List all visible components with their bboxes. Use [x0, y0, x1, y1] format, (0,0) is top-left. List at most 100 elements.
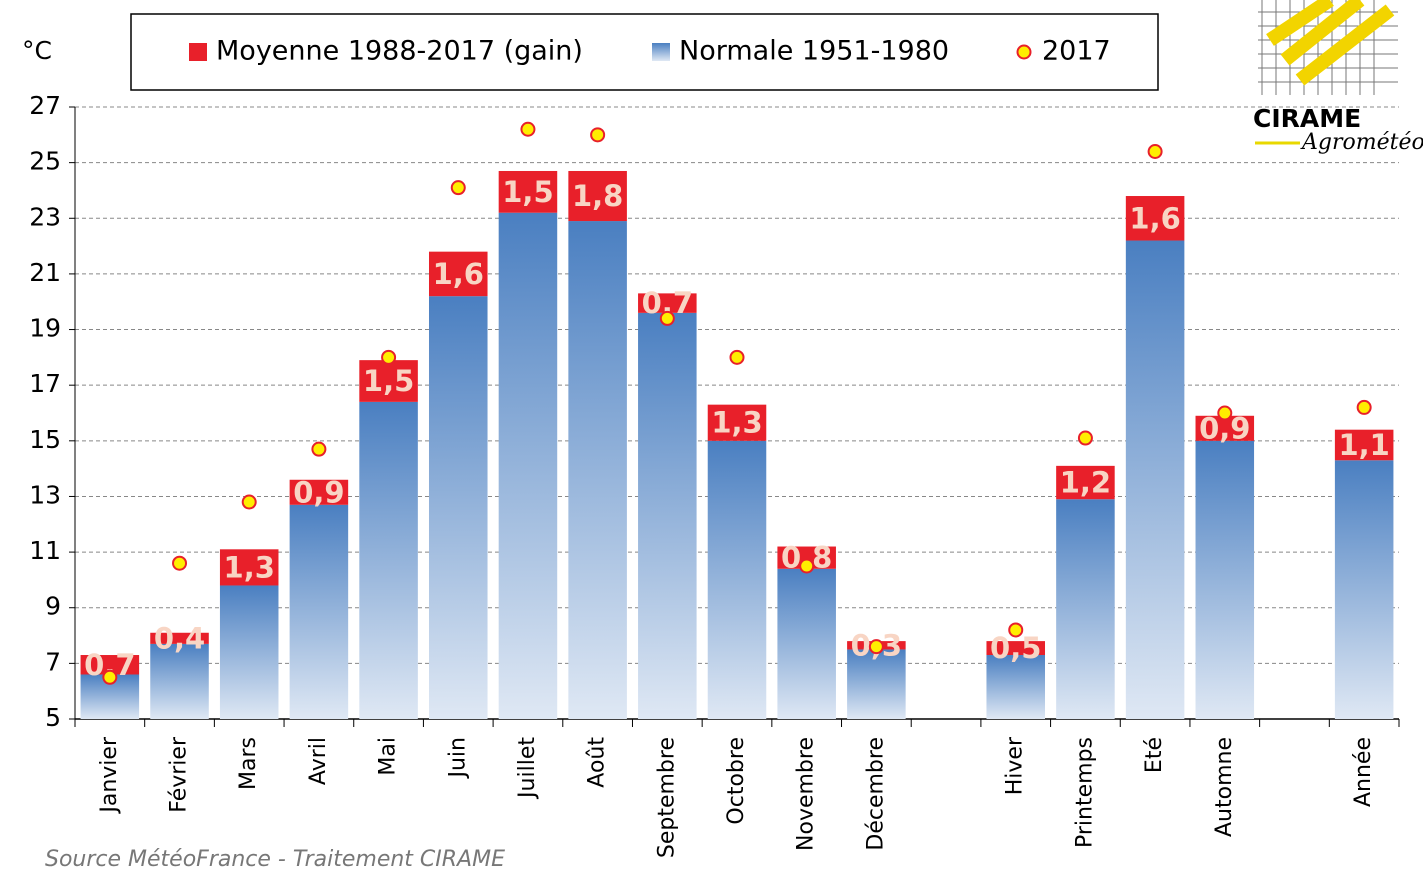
bar [986, 655, 1046, 719]
bar [777, 546, 836, 569]
legend-label: 2017 [1042, 36, 1111, 67]
x-tick-label: Février [167, 736, 192, 813]
bar [150, 632, 209, 644]
bar [568, 170, 627, 222]
point [729, 349, 745, 365]
y-tick-label: 19 [29, 314, 61, 343]
bar [1056, 499, 1115, 719]
value-label: 1,6 [433, 257, 484, 291]
value-label: 1,2 [1060, 466, 1111, 500]
legend-marker [189, 43, 207, 61]
y-tick-label: 9 [45, 592, 61, 621]
x-tick-label: Mars [236, 737, 261, 790]
bar [359, 360, 418, 402]
y-tick-label: 15 [29, 425, 61, 454]
legend-label: Normale 1951-1980 [679, 36, 949, 67]
bar [428, 251, 488, 297]
logo-tagline: Agrométéo [1300, 130, 1423, 155]
y-tick-label: 11 [29, 536, 61, 565]
bar [498, 170, 558, 213]
bar [1334, 460, 1394, 719]
bar [359, 401, 418, 719]
point [590, 127, 606, 143]
point [311, 441, 327, 457]
logo: CIRAME Agrométéo [1253, 0, 1423, 155]
legend-marker [1016, 44, 1032, 60]
point [1356, 399, 1372, 415]
value-label: 1,1 [1338, 428, 1389, 462]
y-tick-label: 23 [29, 202, 61, 231]
bar [707, 404, 767, 441]
y-tick-label: 27 [29, 91, 61, 120]
x-tick-label: Mai [376, 737, 401, 776]
bar [80, 655, 140, 675]
value-label: 1,5 [502, 175, 553, 209]
x-tick-label: Décembre [863, 737, 888, 851]
y-tick-label: 5 [45, 703, 61, 732]
point [799, 558, 815, 574]
bar [1334, 429, 1394, 461]
point [1077, 430, 1093, 446]
bar [638, 293, 697, 313]
point [1147, 144, 1163, 160]
point [1008, 622, 1024, 638]
x-tick-label: Juin [445, 737, 470, 780]
point [659, 310, 675, 326]
y-tick-label: 21 [29, 258, 61, 287]
value-label: 1,3 [711, 406, 762, 440]
bar [707, 440, 767, 719]
point [450, 180, 466, 196]
bar [428, 296, 488, 719]
y-tick-label: 17 [29, 369, 61, 398]
value-label: 0,9 [293, 475, 344, 509]
x-tick-label: Année [1351, 737, 1376, 807]
logo-name: CIRAME [1253, 104, 1361, 133]
point [381, 349, 397, 365]
x-tick-label: Automne [1212, 737, 1237, 837]
y-tick-label: 7 [45, 647, 61, 676]
legend-box [130, 13, 1159, 91]
legend-marker [652, 43, 670, 61]
bar [986, 641, 1046, 656]
bar [1125, 196, 1185, 241]
x-tick-label: Août [585, 737, 610, 788]
point [1217, 405, 1233, 421]
logo-stripes [1266, 0, 1395, 86]
x-tick-label: Printemps [1072, 737, 1097, 848]
bar [498, 212, 558, 719]
bar [568, 221, 627, 719]
x-tick-label: Hiver [1003, 736, 1028, 795]
bar [847, 649, 906, 719]
x-tick-label: Septembre [654, 737, 679, 858]
bar [777, 568, 836, 719]
x-tick-label: Novembre [794, 737, 819, 851]
point [868, 639, 884, 655]
bar [1195, 440, 1255, 719]
bar [1125, 240, 1185, 719]
point [172, 555, 188, 571]
bar [219, 549, 279, 586]
point [102, 669, 118, 685]
x-tick-label: Eté [1142, 737, 1167, 773]
point [241, 494, 257, 510]
bar [1056, 465, 1115, 500]
x-tick-label: Octobre [724, 737, 749, 825]
value-label: 1,6 [1129, 201, 1180, 235]
value-label: 1,5 [363, 364, 414, 398]
source: Source MétéoFrance - Traitement CIRAME [45, 847, 505, 872]
bar [289, 479, 349, 505]
bar [219, 585, 279, 719]
bar [289, 504, 349, 719]
value-label: 0,4 [154, 621, 205, 655]
bar [638, 312, 697, 719]
bar [150, 643, 209, 719]
y-tick-label: 25 [29, 147, 61, 176]
value-label: 1,3 [224, 550, 275, 584]
x-tick-label: Janvier [97, 736, 122, 815]
y-tick-label: 13 [29, 480, 61, 509]
legend-label: Moyenne 1988-2017 (gain) [216, 36, 583, 67]
x-tick-label: Avril [306, 737, 331, 785]
x-tick-label: Juillet [515, 737, 540, 800]
y-axis-label: °C [22, 36, 52, 65]
